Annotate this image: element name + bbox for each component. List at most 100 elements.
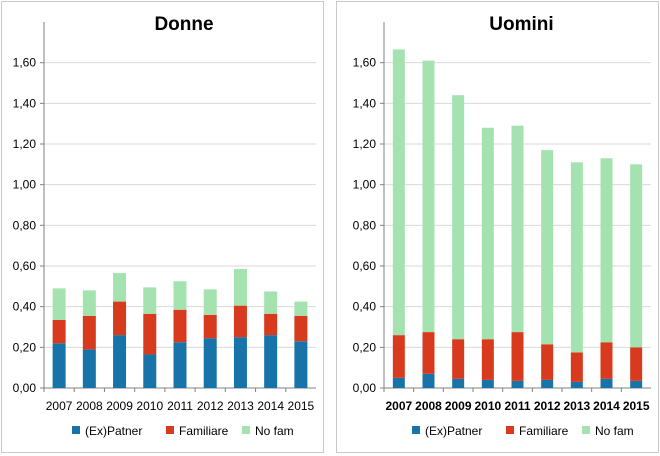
bar-segment	[422, 373, 435, 388]
bar-segment	[113, 273, 127, 302]
bar-segment	[570, 381, 583, 388]
legend-swatch	[72, 426, 80, 434]
legend-label: (Ex)Patner	[85, 424, 142, 438]
y-tick-label: 0,60	[13, 259, 37, 273]
x-tick-label: 2014	[593, 399, 620, 413]
bar-segment	[541, 344, 554, 380]
bar-segment	[294, 301, 308, 316]
bar-segment	[173, 342, 187, 388]
y-tick-label: 1,20	[353, 137, 377, 151]
legend-label: Familiare	[519, 424, 569, 438]
legend-label: (Ex)Patner	[425, 424, 482, 438]
bar-segment	[294, 315, 308, 342]
x-tick-label: 2009	[445, 399, 472, 413]
x-tick-label: 2013	[563, 399, 590, 413]
bar-segment	[203, 289, 217, 315]
bar-segment	[392, 49, 405, 336]
chart-donne: Donne 0,00 0,20 0,40 0,60 0,80 1,00 1,20 1,40 1,6…	[13, 14, 316, 438]
bar-segment	[52, 288, 66, 320]
bar-segment	[173, 281, 187, 310]
y-tick-label: 1,00	[13, 178, 37, 192]
legend-swatch	[412, 426, 420, 434]
bar-segment	[422, 332, 435, 374]
y-tick-label: 1,60	[13, 56, 37, 70]
bar-segment	[392, 335, 405, 378]
bar-segment	[541, 379, 554, 388]
y-tick-label: 0,60	[353, 259, 377, 273]
bar-segment	[233, 269, 247, 306]
x-tick-label: 2011	[167, 399, 193, 413]
legend-label: No fam	[255, 424, 294, 438]
y-tick-label: 1,00	[353, 178, 377, 192]
bar-segment	[113, 335, 127, 388]
legend-swatch	[242, 426, 250, 434]
chart-title: Donne	[154, 14, 213, 35]
bar-segment	[52, 343, 66, 388]
x-tick-label: 2010	[474, 399, 501, 413]
bar-segment	[570, 162, 583, 353]
bar-segment	[233, 305, 247, 338]
y-tick-label: 0,00	[353, 381, 377, 395]
legend-label: Familiare	[179, 424, 229, 438]
y-tick-label: 0,40	[353, 300, 377, 314]
legend-swatch	[166, 426, 174, 434]
legend-swatch	[506, 426, 514, 434]
bar-segment	[143, 313, 157, 355]
x-tick-label: 2011	[504, 399, 530, 413]
x-tick-label: 2012	[534, 399, 561, 413]
chart-title: Uomini	[489, 14, 553, 35]
x-tick-label: 2010	[136, 399, 163, 413]
bar-segment	[294, 341, 308, 388]
y-tick-label: 1,40	[13, 96, 37, 110]
bar-segment	[113, 301, 127, 336]
bar-segment	[143, 287, 157, 314]
x-tick-label: 2009	[106, 399, 133, 413]
bar-segment	[452, 339, 465, 379]
bar-segment	[630, 347, 643, 381]
bar-segment	[143, 354, 157, 388]
y-tick-label: 0,80	[353, 218, 377, 232]
bar-segment	[422, 60, 435, 333]
chart-panel-donne: Donne 0,00 0,20 0,40 0,60 0,80 1,00 1,20 1,40 1,6…	[1, 1, 324, 453]
bar-segment	[511, 125, 524, 333]
y-tick-label: 0,80	[13, 218, 37, 232]
x-tick-label: 2014	[257, 399, 284, 413]
y-tick-label: 1,20	[13, 137, 37, 151]
bar-segment	[264, 335, 278, 388]
y-tick-label: 1,60	[353, 56, 377, 70]
bar-segment	[264, 313, 278, 336]
bar-segment	[82, 349, 96, 388]
bar-segment	[481, 379, 494, 388]
x-tick-label: 2015	[288, 399, 315, 413]
x-tick-label: 2008	[76, 399, 103, 413]
chart-panel-uomini: Uomini 0,00 0,20 0,40 0,60 0,80 1,00 1,20 1,40 1,…	[336, 1, 659, 453]
y-tick-label: 1,40	[353, 96, 377, 110]
bar-segment	[481, 339, 494, 380]
bar-segment	[203, 338, 217, 388]
bar-segment	[541, 150, 554, 345]
legend-swatch	[582, 426, 590, 434]
x-tick-label: 2015	[623, 399, 650, 413]
x-tick-label: 2007	[385, 399, 412, 413]
bar-segment	[600, 378, 613, 388]
y-tick-label: 0,20	[353, 340, 377, 354]
chart-uomini: Uomini 0,00 0,20 0,40 0,60 0,80 1,00 1,20 1,40 1,…	[353, 14, 651, 438]
x-tick-label: 2008	[415, 399, 442, 413]
bar-segment	[52, 319, 66, 344]
x-tick-label: 2012	[197, 399, 224, 413]
bar-segment	[630, 380, 643, 388]
bar-segment	[600, 158, 613, 343]
y-tick-label: 0,40	[13, 300, 37, 314]
bar-segment	[173, 309, 187, 343]
bar-segment	[82, 290, 96, 316]
bar-segment	[511, 332, 524, 381]
bar-segment	[264, 291, 278, 314]
bar-segment	[203, 314, 217, 339]
bar-segment	[570, 352, 583, 382]
legend-label: No fam	[595, 424, 634, 438]
y-tick-label: 0,20	[13, 340, 37, 354]
x-tick-label: 2007	[46, 399, 73, 413]
bar-segment	[82, 315, 96, 350]
bar-segment	[481, 127, 494, 340]
x-tick-label: 2013	[227, 399, 254, 413]
